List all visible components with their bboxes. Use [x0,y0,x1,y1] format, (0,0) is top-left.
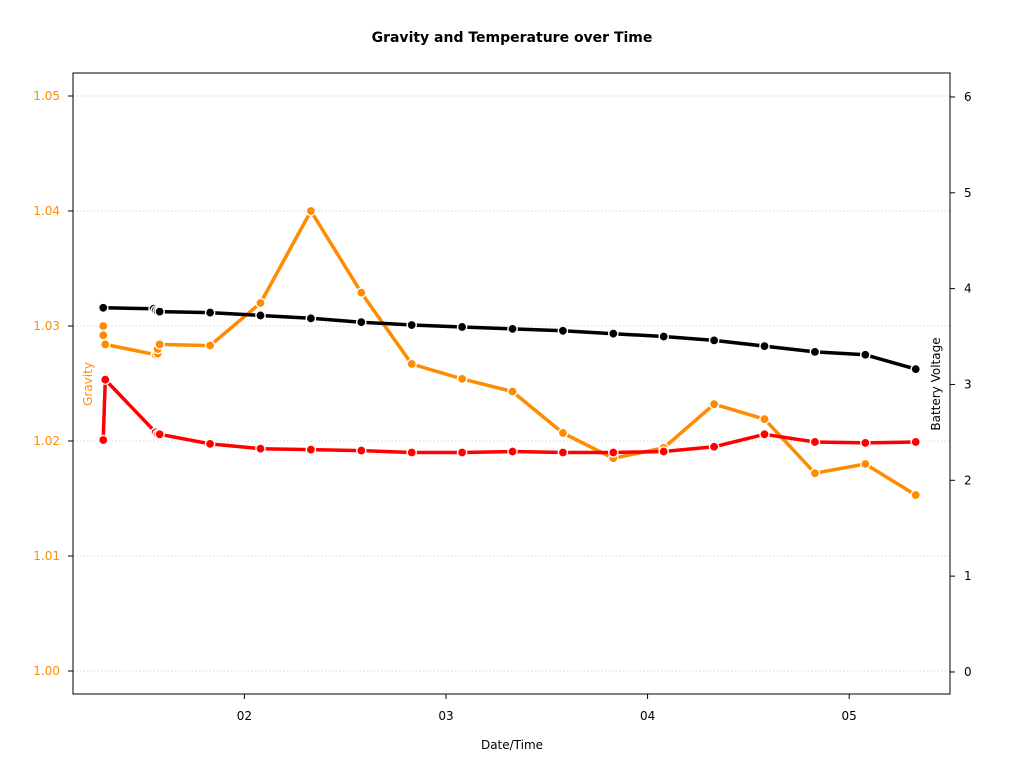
battery-point [97,302,109,314]
gravity-point [708,398,720,410]
y-tick-label-left: 1.01 [33,549,60,563]
temperature-point [305,444,317,455]
battery-line [101,306,918,371]
y-tick-label-left: 1.04 [33,204,60,218]
gravity-point [809,467,821,479]
temperature-point [507,446,518,457]
y-tick-label-left: 1.05 [33,89,60,103]
battery-point [255,310,266,321]
temperature-point [809,436,821,448]
series-layer [97,205,922,501]
temperature-point [204,438,216,450]
gravity-point [557,427,569,439]
temperature-series [97,374,922,458]
temperature-point [356,445,367,456]
y-tick-label-left: 1.02 [33,434,60,448]
temperature-point [759,428,770,440]
battery-series [97,302,922,375]
temperature-point [608,447,619,458]
y-tick-label-left: 1.03 [33,319,60,333]
y-tick-label-right: 5 [964,186,972,200]
battery-point [356,316,367,328]
y-tick-label-right: 1 [964,569,972,583]
battery-point [608,328,619,339]
gravity-point [255,297,266,309]
gravity-point [154,339,165,350]
battery-point [154,306,165,317]
grid-lines [73,95,950,672]
temperature-point [910,436,922,448]
gravity-point [507,386,518,397]
battery-point [860,349,871,361]
battery-point [456,321,468,333]
y-tick-label-right: 4 [964,282,972,296]
x-axis-label: Date/Time [481,738,543,752]
battery-point [557,325,569,337]
x-tick-label: 03 [438,709,453,723]
temperature-point [255,443,266,454]
battery-point [910,363,922,375]
battery-point [204,307,216,318]
y-tick-label-right: 2 [964,473,972,487]
temperature-point [860,437,871,449]
y-tick-label-right: 3 [964,377,972,391]
gravity-point [456,373,468,385]
gravity-point [356,287,367,298]
battery-point [658,331,670,342]
y-tick-label-right: 6 [964,90,972,104]
gravity-point [759,413,770,425]
temperature-point [406,447,418,458]
temperature-point [557,447,569,458]
chart-title: Gravity and Temperature over Time [372,30,653,46]
gravity-point [99,339,111,350]
y-axis-label-left: Gravity [81,362,95,406]
battery-point [305,313,317,324]
temperature-point [99,374,111,385]
temperature-point [97,434,109,446]
gravity-series [97,205,922,501]
plot-frame [72,72,951,695]
gravity-point [97,320,109,332]
battery-point [759,340,770,352]
gravity-point [860,458,871,470]
x-tick-label: 02 [237,709,252,723]
gravity-point [204,340,216,351]
x-tick-label: 04 [640,709,655,723]
battery-point [406,319,418,331]
y-tick-label-right: 0 [964,665,972,679]
y-tick-label-left: 1.00 [33,664,60,678]
y-axis-label-right: Battery Voltage [929,337,943,430]
gravity-point [305,205,317,217]
x-tick-label: 05 [842,709,857,723]
gravity-point [910,489,922,501]
temperature-point [456,447,468,458]
battery-point [507,323,518,335]
gravity-point [406,358,418,370]
axes-layer: 1.00 1.01 1.02 1.03 1.04 1.05 0 1 2 3 4 5 6 02 03 04 05 [33,89,971,723]
temperature-point [658,446,670,457]
battery-point [809,346,821,358]
temperature-point [154,428,165,440]
temperature-point [708,441,720,453]
gravity-point [97,329,109,341]
battery-point [708,335,720,346]
